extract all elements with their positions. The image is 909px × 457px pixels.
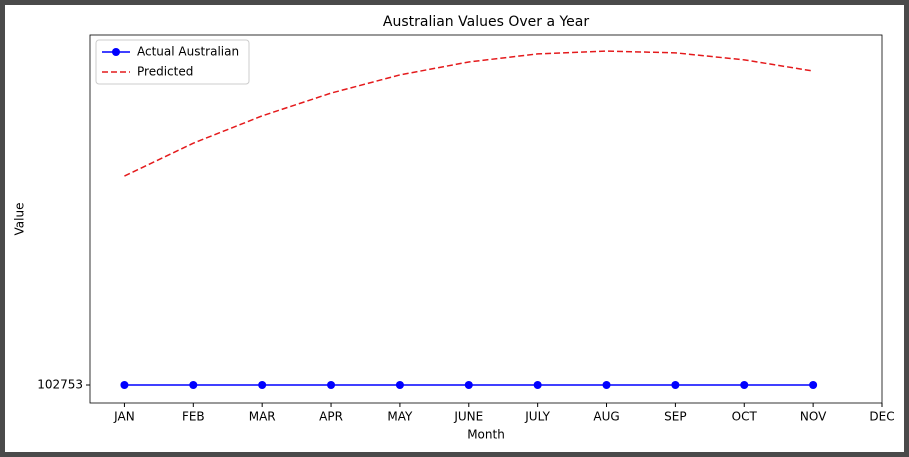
series-line bbox=[124, 50, 814, 177]
point bbox=[189, 381, 198, 390]
x-tick-label: OCT bbox=[732, 410, 758, 424]
x-tick-label: JULY bbox=[524, 410, 550, 424]
x-tick-label: DEC bbox=[869, 410, 894, 424]
point bbox=[120, 381, 129, 390]
chart-title: Australian Values Over a Year bbox=[383, 14, 589, 30]
point bbox=[258, 381, 267, 390]
point bbox=[809, 381, 818, 390]
y-axis-label: Value bbox=[13, 203, 27, 236]
point bbox=[327, 381, 336, 390]
legend-marker bbox=[112, 48, 120, 56]
x-tick-label: APR bbox=[319, 410, 343, 424]
point bbox=[464, 381, 473, 390]
x-tick-label: MAY bbox=[387, 410, 413, 424]
point bbox=[395, 381, 404, 390]
point bbox=[533, 381, 542, 390]
x-tick-label: MAR bbox=[249, 410, 276, 424]
x-tick-label: NOV bbox=[800, 410, 827, 424]
x-tick-label: JAN bbox=[113, 410, 135, 424]
x-axis-label: Month bbox=[467, 428, 505, 442]
legend-label: Predicted bbox=[137, 65, 193, 79]
legend-box bbox=[95, 39, 250, 85]
x-tick-label: JUNE bbox=[453, 410, 483, 424]
x-tick-label: FEB bbox=[182, 410, 205, 424]
point bbox=[602, 381, 611, 390]
legend-label: Actual Australian bbox=[137, 45, 239, 59]
x-tick-label: SEP bbox=[664, 410, 686, 424]
x-tick-label: AUG bbox=[593, 410, 619, 424]
point bbox=[671, 381, 680, 390]
y-tick-label: 102753 bbox=[37, 378, 83, 392]
plot-frame bbox=[89, 34, 883, 404]
point bbox=[740, 381, 749, 390]
